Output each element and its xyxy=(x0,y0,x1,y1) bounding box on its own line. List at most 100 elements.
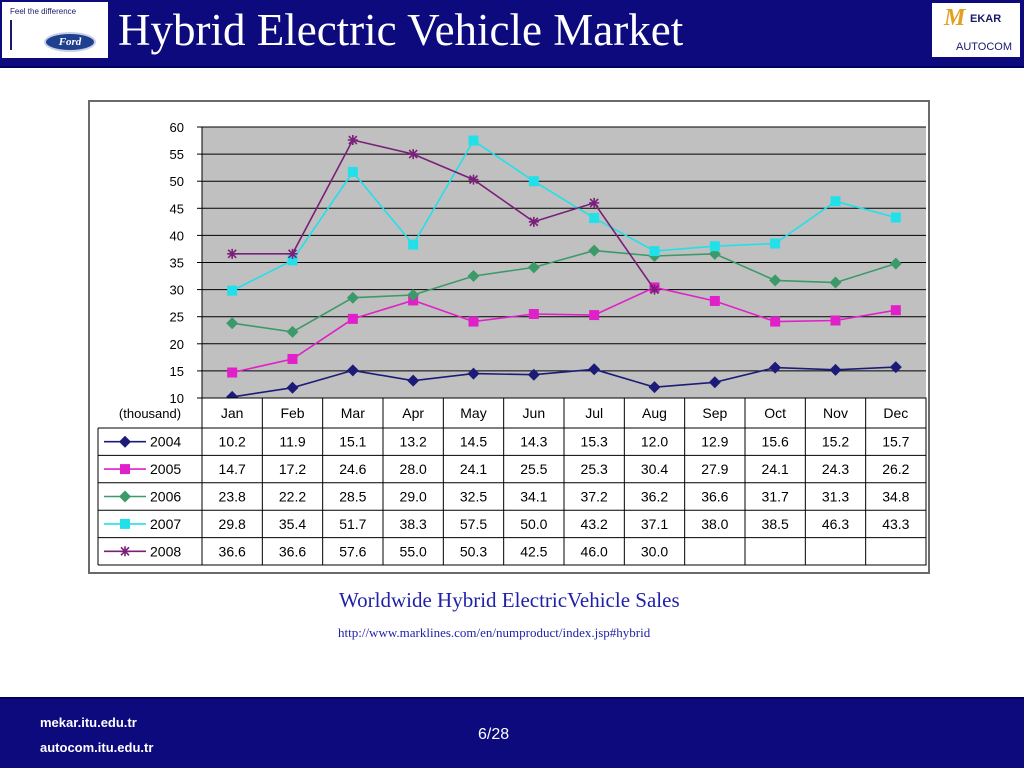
footer-link-autocom[interactable]: autocom.itu.edu.tr xyxy=(40,740,154,755)
footer-link-mekar[interactable]: mekar.itu.edu.tr xyxy=(40,715,137,730)
series-line-2004 xyxy=(232,366,896,398)
table-cell-2007: 38.0 xyxy=(701,516,728,532)
table-cell-2008: 30.0 xyxy=(641,543,668,559)
table-cell-2006: 23.8 xyxy=(219,489,246,505)
series-line-2007 xyxy=(231,139,897,292)
sales-chart-svg: 10 15 20 25 30 35 40 45 50 55 60 (thousand) Jan Feb Ma… xyxy=(97,120,927,566)
data-point-2007 xyxy=(589,213,600,224)
data-point-2004 xyxy=(648,381,661,394)
table-cell-2004: 10.2 xyxy=(219,434,246,450)
data-point-2005 xyxy=(347,313,358,324)
y-tick-label: 50 xyxy=(170,174,184,189)
data-point-2008 xyxy=(528,216,539,227)
data-point-2007 xyxy=(227,285,238,296)
y-tick-label: 20 xyxy=(170,337,184,352)
table-cell-2004: 15.6 xyxy=(762,434,789,450)
table-cell-2005: 14.7 xyxy=(219,461,246,477)
y-tick-label: 55 xyxy=(170,147,184,162)
data-point-2008 xyxy=(227,248,238,259)
data-point-2005 xyxy=(468,316,479,327)
table-cell-2004: 15.3 xyxy=(581,434,608,450)
data-point-2006 xyxy=(407,289,420,302)
category-label: Feb xyxy=(280,405,304,421)
data-point-2006 xyxy=(226,317,239,330)
category-label: Dec xyxy=(883,405,908,421)
data-point-2004 xyxy=(829,363,842,376)
table-cell-2005: 24.6 xyxy=(339,461,366,477)
data-point-2007 xyxy=(830,196,841,207)
table-cell-2005: 27.9 xyxy=(701,461,728,477)
table-cell-2004: 15.1 xyxy=(339,434,366,450)
data-point-2008 xyxy=(468,174,479,185)
sales-chart: 10 15 20 25 30 35 40 45 50 55 60 (thousand) Jan Feb Ma… xyxy=(88,100,930,574)
data-point-2004 xyxy=(346,364,359,377)
table-cell-2006: 37.2 xyxy=(581,489,608,505)
category-label: Sep xyxy=(702,405,727,421)
table-cell-2008: 36.6 xyxy=(279,543,306,559)
title-bar: Feel the difference Ford Hybrid Electric… xyxy=(0,0,1024,68)
data-point-2005 xyxy=(589,310,600,321)
data-point-2004 xyxy=(407,374,420,387)
data-point-2005 xyxy=(528,308,539,319)
page-number: 6/28 xyxy=(478,726,510,743)
table-cell-2005: 25.3 xyxy=(581,461,608,477)
table-cell-2006: 36.2 xyxy=(641,489,668,505)
table-cell-2005: 24.3 xyxy=(822,461,849,477)
y-tick-label: 35 xyxy=(170,256,184,271)
source-link[interactable]: http://www.marklines.com/en/numproduct/i… xyxy=(338,625,651,640)
y-axis-unit-label: (thousand) xyxy=(119,406,181,421)
ford-tagline: Feel the difference xyxy=(10,7,77,16)
data-point-2006 xyxy=(829,276,842,289)
table-cell-2007: 35.4 xyxy=(279,516,306,532)
table-cell-2004: 15.7 xyxy=(882,434,909,450)
data-point-2004 xyxy=(588,363,601,376)
table-cell-2007: 57.5 xyxy=(460,516,487,532)
data-point-2008 xyxy=(649,284,660,295)
table-cell-2004: 12.0 xyxy=(641,434,668,450)
legend-label-2008: 2008 xyxy=(150,543,181,559)
table-cell-2004: 14.5 xyxy=(460,434,487,450)
table-cell-2005: 26.2 xyxy=(882,461,909,477)
y-tick-label: 15 xyxy=(170,364,184,379)
chart-caption: Worldwide Hybrid ElectricVehicle Sales xyxy=(339,588,680,612)
logo-divider xyxy=(10,20,12,50)
y-tick-label: 60 xyxy=(170,120,184,135)
y-tick-label: 10 xyxy=(170,391,184,406)
y-tick-label: 30 xyxy=(170,283,184,298)
table-cell-2005: 28.0 xyxy=(400,461,427,477)
ford-logo: Feel the difference Ford xyxy=(2,2,108,58)
y-tick-label: 45 xyxy=(170,201,184,216)
table-cell-2006: 36.6 xyxy=(701,489,728,505)
data-point-2006 xyxy=(286,325,299,338)
table-cell-2007: 46.3 xyxy=(822,516,849,532)
data-point-2005 xyxy=(287,353,298,364)
data-point-2006 xyxy=(346,291,359,304)
table-cell-2007: 50.0 xyxy=(520,516,547,532)
data-point-2004 xyxy=(467,367,480,380)
category-label: Jun xyxy=(523,405,546,421)
data-point-2006 xyxy=(769,274,782,287)
table-cell-2005: 30.4 xyxy=(641,461,668,477)
series-line-2006 xyxy=(232,249,897,333)
data-point-2007 xyxy=(649,246,660,257)
table-cell-2006: 22.2 xyxy=(279,489,306,505)
data-point-2006 xyxy=(527,261,540,274)
data-point-2006 xyxy=(588,244,601,257)
table-cell-2004: 11.9 xyxy=(279,434,305,450)
table-cell-2006: 34.8 xyxy=(882,489,909,505)
legend-marker-2004 xyxy=(119,435,131,448)
data-point-2007 xyxy=(770,238,781,249)
data-point-2004 xyxy=(889,361,902,374)
data-point-2007 xyxy=(528,176,539,187)
y-tick-label: 40 xyxy=(170,228,184,243)
data-point-2007 xyxy=(709,241,720,252)
data-point-2004 xyxy=(527,368,540,381)
table-cell-2005: 24.1 xyxy=(460,461,487,477)
table-cell-2005: 17.2 xyxy=(279,461,306,477)
legend-marker-2005 xyxy=(120,464,130,475)
mekar-word: EKAR xyxy=(970,13,1002,25)
series-line-2005 xyxy=(232,286,896,374)
table-cell-2005: 25.5 xyxy=(520,461,547,477)
category-label: Oct xyxy=(764,405,786,421)
data-point-2007 xyxy=(287,255,298,266)
